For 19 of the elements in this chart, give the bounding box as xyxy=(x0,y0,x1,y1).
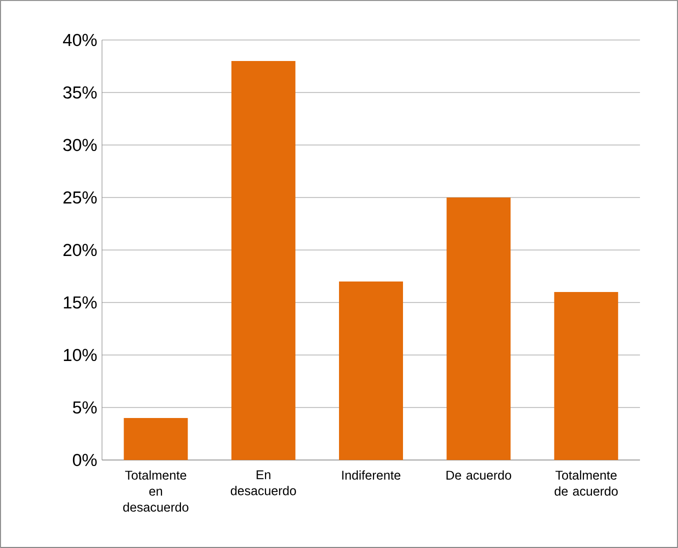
y-tick-label: 30% xyxy=(63,138,97,152)
y-tick-label: 40% xyxy=(63,34,97,46)
y-tick-label: 0% xyxy=(72,454,97,466)
bar xyxy=(231,60,296,460)
x-tick-label: Totalmente en desacuerdo xyxy=(123,470,188,512)
bar xyxy=(124,418,188,460)
y-tick-label: 5% xyxy=(72,401,97,414)
x-tick-label: Indiferente xyxy=(342,470,400,480)
x-tick-label: Totalmente de acuerdo xyxy=(554,470,618,496)
bar xyxy=(446,197,511,460)
bar xyxy=(339,281,403,460)
y-tick-label: 25% xyxy=(63,191,97,204)
y-tick-label: 20% xyxy=(63,244,97,256)
bar xyxy=(554,292,618,460)
y-tick-label: 10% xyxy=(64,348,97,362)
y-tick-label: 35% xyxy=(63,86,97,99)
x-tick-label: En desacuerdo xyxy=(230,470,296,496)
y-tick-label: 15% xyxy=(64,296,97,309)
x-tick-label: De acuerdo xyxy=(446,470,512,480)
